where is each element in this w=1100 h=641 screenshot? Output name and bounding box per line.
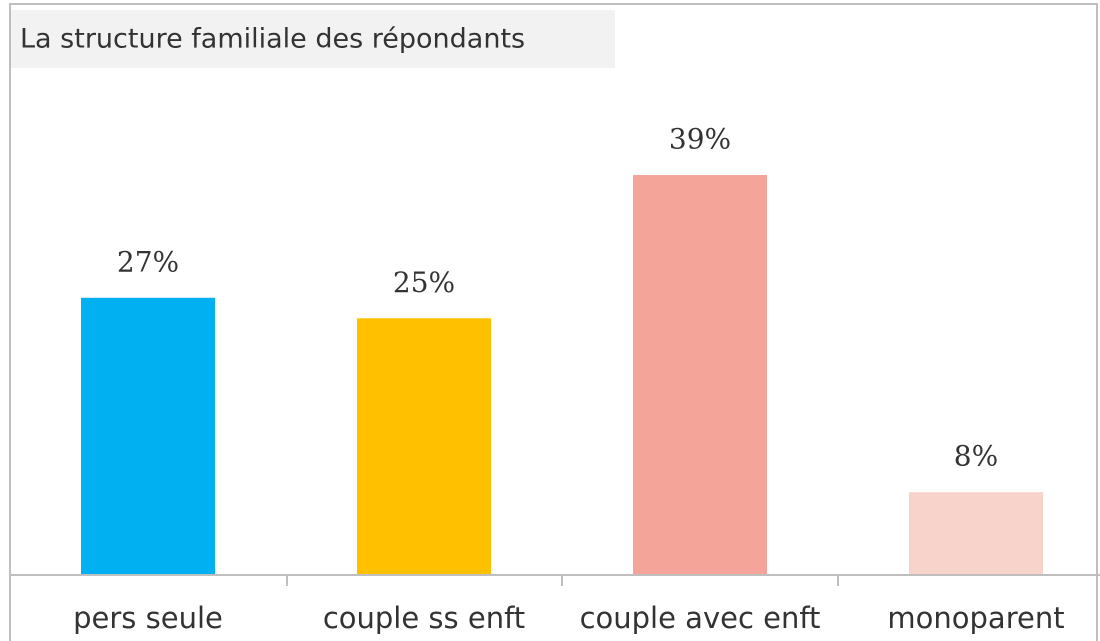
value-label: 25% — [393, 266, 455, 299]
bar — [81, 297, 215, 574]
value-label: 8% — [954, 440, 998, 473]
bar — [633, 175, 767, 574]
bar — [909, 492, 1043, 574]
title-box — [11, 10, 615, 68]
x-tick-label: couple ss enft — [323, 601, 525, 635]
bar — [357, 318, 491, 574]
frame — [9, 3, 1098, 641]
x-tick-label: couple avec enft — [580, 601, 821, 635]
value-label: 39% — [669, 123, 731, 156]
value-label: 27% — [117, 245, 179, 278]
x-tick-label: monoparent — [887, 601, 1064, 635]
chart-title: La structure familiale des répondants — [20, 24, 525, 55]
x-tick-label: pers seule — [73, 601, 223, 635]
